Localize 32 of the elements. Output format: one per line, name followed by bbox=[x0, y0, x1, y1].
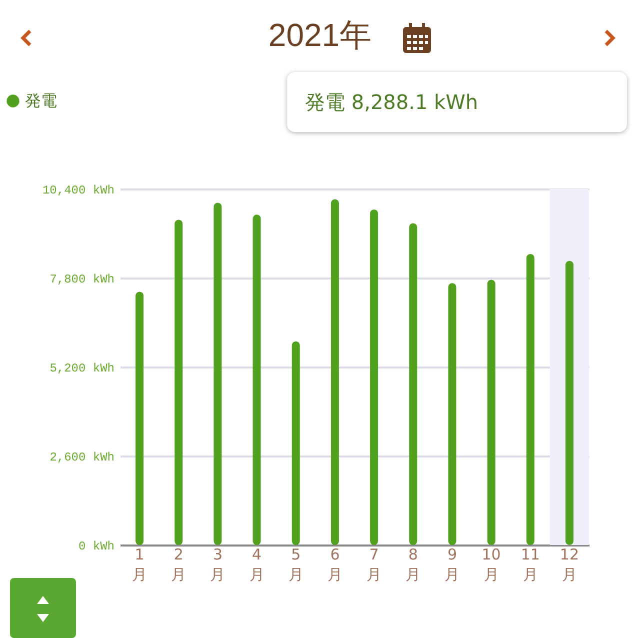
x-tick-label: 7月 bbox=[366, 546, 382, 584]
x-tick-label: 12月 bbox=[560, 546, 580, 584]
y-tick-label: 0 kWh bbox=[78, 540, 114, 554]
bar bbox=[565, 260, 574, 545]
y-tick-label: 7,800 kWh bbox=[50, 272, 114, 286]
x-tick-label: 1月 bbox=[132, 546, 148, 584]
bar bbox=[214, 202, 222, 545]
x-tick-label: 4月 bbox=[249, 546, 264, 584]
chart-title: 2021年 bbox=[267, 16, 373, 55]
bar bbox=[409, 223, 418, 545]
y-tick-label: 10,400 kWh bbox=[42, 184, 114, 198]
y-tick-label: 2,600 kWh bbox=[50, 450, 114, 464]
bar bbox=[252, 214, 261, 545]
bar bbox=[526, 254, 534, 545]
bar bbox=[370, 210, 378, 545]
bar bbox=[292, 341, 300, 545]
x-tick-label: 5月 bbox=[288, 546, 304, 584]
bar bbox=[174, 220, 183, 545]
x-tick-label: 10月 bbox=[482, 546, 501, 584]
text: 発電 8,288.1 kWh bbox=[305, 88, 478, 116]
x-tick-label: 8月 bbox=[406, 546, 421, 584]
bar bbox=[330, 199, 339, 545]
bar bbox=[136, 292, 144, 545]
x-tick-label: 6月 bbox=[327, 546, 342, 584]
legend-label: 発電 bbox=[25, 91, 57, 110]
x-tick-label: 9月 bbox=[444, 546, 460, 584]
x-tick-label: 2月 bbox=[171, 546, 186, 584]
y-tick-label: 5,200 kWh bbox=[50, 362, 114, 376]
bar bbox=[487, 280, 496, 545]
x-tick-label: 3月 bbox=[210, 546, 226, 584]
x-tick-label: 11月 bbox=[520, 546, 540, 584]
bar bbox=[448, 283, 456, 545]
